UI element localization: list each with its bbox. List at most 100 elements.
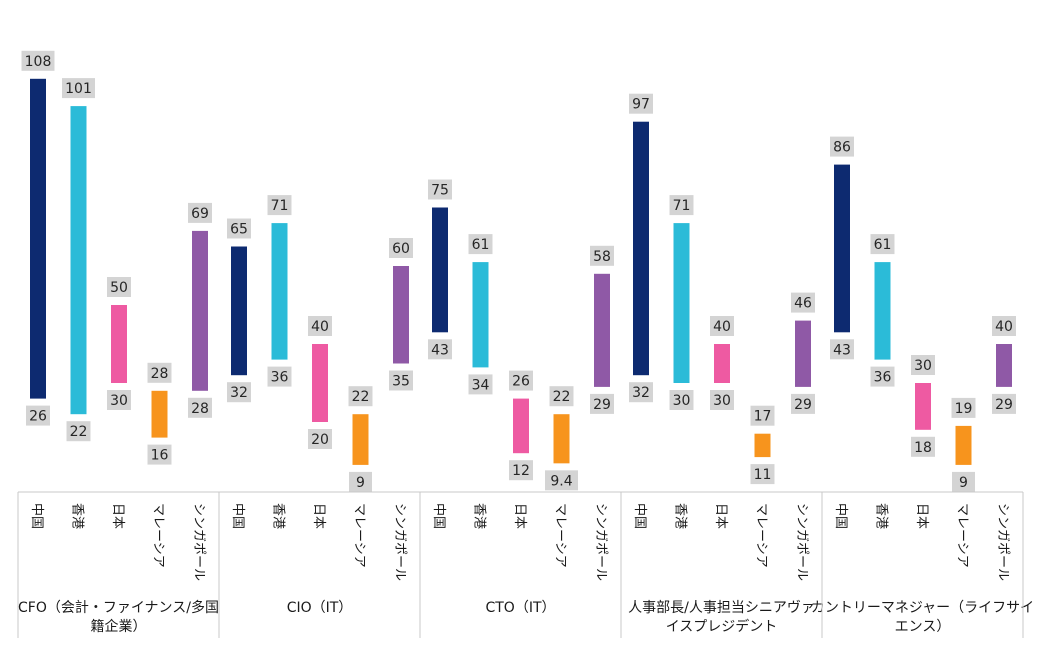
- low-label-g1-1: 26: [26, 405, 50, 426]
- high-label-g5-1-text: 86: [833, 140, 851, 156]
- high-label-g5-5: 40: [992, 316, 1016, 336]
- range-bar-g5-3: [915, 383, 931, 430]
- group-label-2: CIO（IT）: [287, 600, 353, 616]
- low-label-g2-1: 32: [227, 382, 251, 403]
- category-label-g4-3: 日本: [713, 503, 728, 529]
- range-bar-g2-4: [352, 414, 369, 465]
- range-bar-g2-5: [393, 266, 409, 364]
- high-label-g1-1: 108: [21, 50, 55, 71]
- range-bar-g1-2: [70, 106, 87, 415]
- low-label-g2-3: 20: [308, 429, 332, 449]
- high-label-g1-5: 69: [188, 202, 212, 223]
- range-bar-g4-2: [673, 223, 690, 383]
- high-label-g3-3-text: 26: [512, 374, 530, 390]
- low-label-g5-1: 43: [830, 339, 854, 360]
- high-label-g3-1: 75: [428, 179, 452, 200]
- low-label-g3-1: 43: [428, 339, 452, 360]
- group-label-5: カントリーマネジャー（ライフサイエンス）: [811, 600, 1034, 635]
- low-label-g2-5-text: 35: [392, 374, 410, 390]
- high-label-g2-4-text: 22: [352, 389, 370, 405]
- low-label-g3-2-text: 34: [472, 377, 490, 393]
- range-bar-g1-5: [192, 230, 208, 391]
- low-label-g1-1-text: 26: [29, 409, 47, 425]
- category-label-g1-4: マレーシア: [151, 503, 166, 568]
- low-label-g1-5-text: 28: [191, 401, 209, 417]
- low-label-g2-1-text: 32: [230, 385, 248, 401]
- high-label-g4-4-text: 17: [754, 409, 772, 425]
- category-label-g4-2: 香港: [673, 503, 688, 529]
- category-label-g5-1: 中国: [833, 503, 848, 529]
- high-label-g2-1: 65: [227, 218, 251, 239]
- low-label-g5-4-text: 9: [959, 475, 968, 491]
- range-bar-g3-2: [472, 262, 489, 368]
- category-label-g2-4: マレーシア: [352, 503, 367, 568]
- high-label-g1-3-text: 50: [110, 280, 128, 296]
- range-bar-g5-5: [996, 344, 1012, 387]
- low-label-g2-2: 36: [267, 366, 292, 387]
- low-label-g4-5-text: 29: [794, 397, 812, 413]
- category-label-g1-2: 香港: [70, 503, 85, 529]
- high-label-g2-1-text: 65: [230, 222, 248, 238]
- category-label-g1-5: シンガポール: [191, 503, 206, 581]
- high-label-g1-3: 50: [107, 277, 131, 297]
- range-bar-g1-1: [30, 78, 46, 399]
- low-label-g3-5-text: 29: [593, 397, 611, 413]
- low-label-g4-1: 32: [629, 382, 653, 403]
- range-bar-g1-4: [151, 390, 168, 438]
- category-label-g2-3: 日本: [311, 503, 326, 529]
- low-label-g3-4-text: 9.4: [550, 473, 572, 489]
- category-label-g1-3: 日本: [110, 503, 125, 529]
- category-label-g3-1: 中国: [431, 503, 446, 529]
- high-label-g5-3: 30: [911, 355, 935, 375]
- high-label-g2-3: 40: [308, 316, 332, 336]
- range-bar-g2-3: [312, 344, 328, 422]
- category-label-g4-5: シンガポール: [794, 503, 809, 581]
- low-label-g1-2: 22: [66, 421, 91, 442]
- low-label-g3-1-text: 43: [431, 342, 449, 358]
- category-label-g5-5: シンガポール: [995, 503, 1010, 581]
- range-bar-g2-2: [271, 223, 288, 360]
- low-label-g4-2: 30: [669, 390, 694, 410]
- low-label-g1-3: 30: [107, 390, 131, 410]
- high-label-g4-3: 40: [710, 316, 734, 336]
- high-label-g3-1-text: 75: [431, 183, 449, 199]
- low-label-g5-5: 29: [992, 393, 1016, 414]
- low-label-g1-4-text: 16: [151, 448, 169, 464]
- range-bar-g4-1: [633, 121, 649, 376]
- low-label-g2-2-text: 36: [271, 370, 289, 386]
- high-label-g5-3-text: 30: [914, 358, 932, 374]
- category-label-g5-4: マレーシア: [955, 503, 970, 568]
- low-label-g5-4: 9: [952, 471, 975, 492]
- range-bar-g4-3: [714, 344, 730, 383]
- low-label-g4-5: 29: [791, 393, 815, 414]
- range-bar-g3-5: [594, 273, 610, 387]
- high-label-g2-3-text: 40: [311, 319, 329, 335]
- high-label-g2-2: 71: [267, 195, 292, 216]
- high-label-g2-5-text: 60: [392, 241, 410, 257]
- high-label-g4-5: 46: [791, 292, 815, 313]
- low-label-g3-3: 12: [509, 460, 533, 481]
- high-label-g2-4: 22: [348, 386, 373, 407]
- high-label-g4-1-text: 97: [632, 97, 650, 113]
- high-label-g1-2-text: 101: [65, 81, 92, 97]
- low-label-g5-5-text: 29: [995, 397, 1013, 413]
- category-label-g3-3: 日本: [512, 503, 527, 529]
- high-label-g1-1-text: 108: [25, 54, 52, 70]
- category-label-g4-1: 中国: [632, 503, 647, 529]
- range-bar-g4-5: [795, 320, 811, 387]
- high-label-g1-4: 28: [147, 362, 172, 383]
- category-label-g4-4: マレーシア: [754, 503, 769, 568]
- low-label-g1-2-text: 22: [70, 424, 88, 440]
- high-label-g3-5-text: 58: [593, 249, 611, 265]
- low-label-g5-3-text: 18: [914, 440, 932, 456]
- range-bar-g3-4: [553, 414, 570, 464]
- high-label-g4-2: 71: [669, 195, 694, 216]
- high-label-g5-2-text: 61: [874, 237, 892, 253]
- range-bar-g2-1: [231, 246, 247, 376]
- category-label-g5-2: 香港: [874, 503, 889, 529]
- high-label-g1-2: 101: [62, 78, 95, 99]
- high-label-g3-2-text: 61: [472, 237, 490, 253]
- range-bar-g4-4: [754, 433, 771, 458]
- category-label-g2-2: 香港: [271, 503, 286, 529]
